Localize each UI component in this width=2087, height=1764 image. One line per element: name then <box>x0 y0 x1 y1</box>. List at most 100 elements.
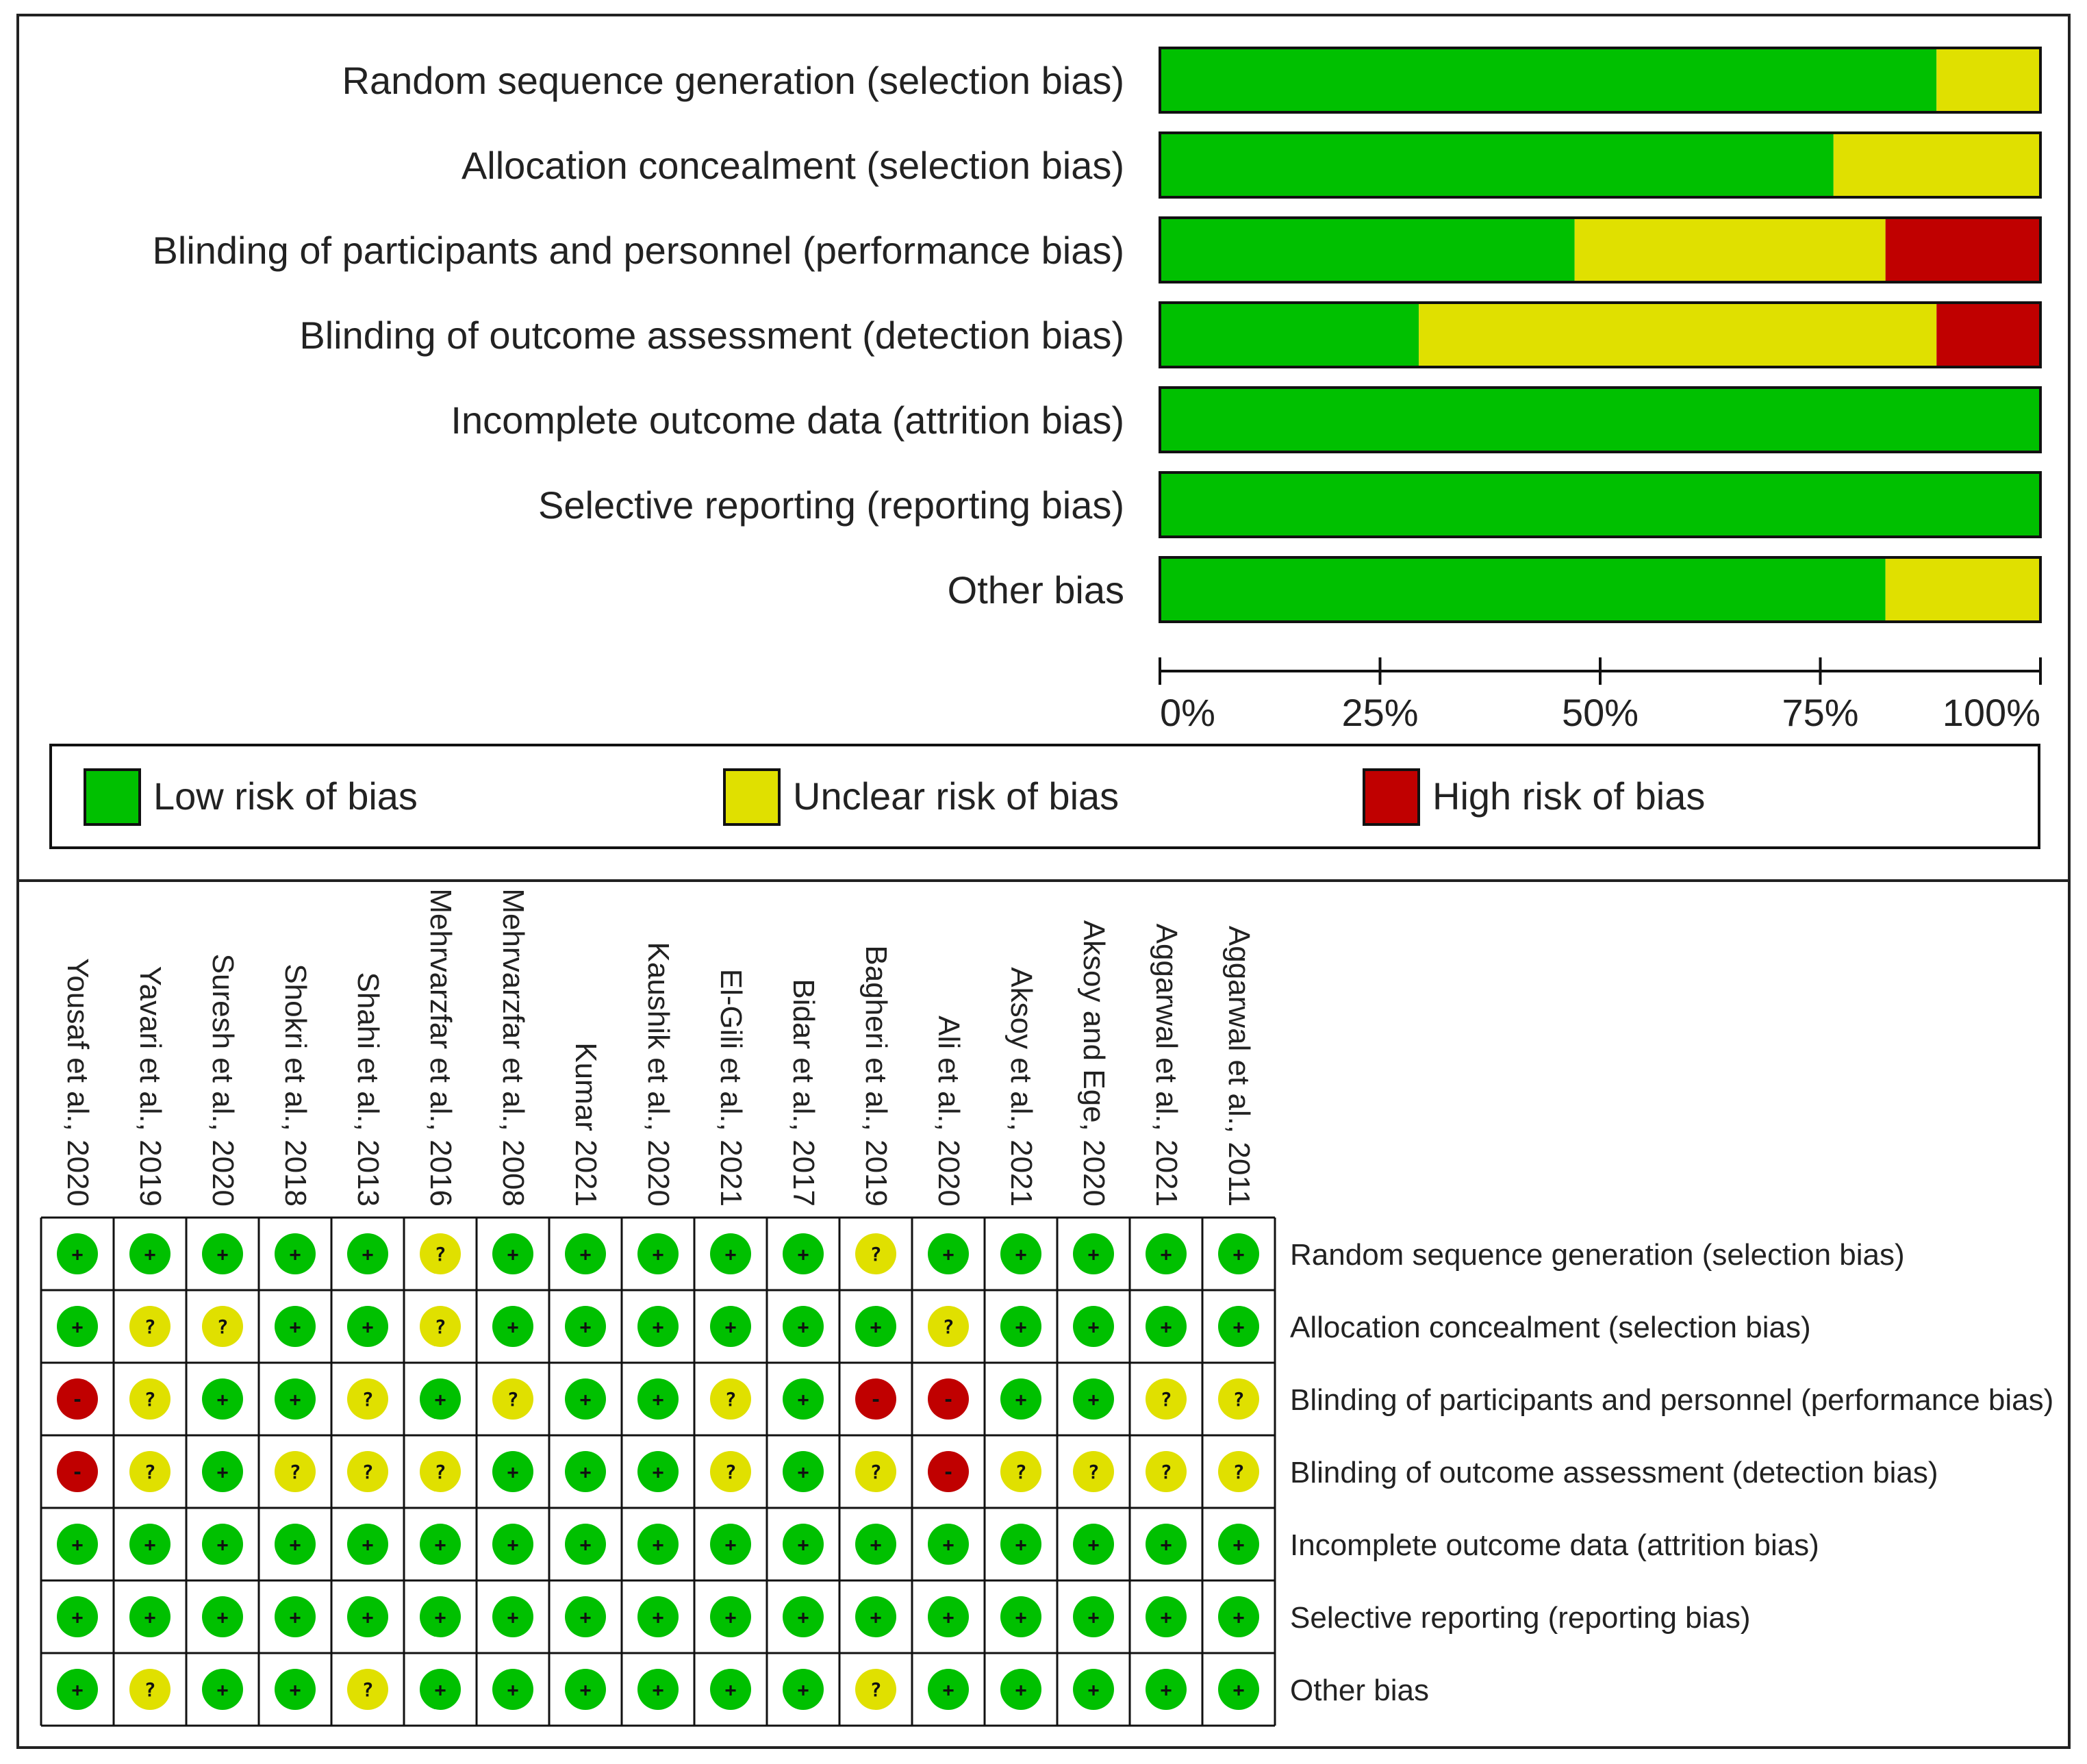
judgement-symbol: + <box>217 1606 229 1628</box>
bar-outline <box>1159 301 2042 368</box>
domain-label: Other bias <box>1290 1674 1429 1707</box>
judgement-low <box>1000 1233 1041 1274</box>
judgement-unclear <box>129 1669 170 1710</box>
judgement-low <box>1000 1306 1041 1347</box>
judgement-low <box>202 1378 243 1420</box>
axis-tick-label: 0% <box>1160 691 1215 734</box>
judgement-low <box>420 1596 461 1637</box>
judgement-low <box>347 1524 388 1565</box>
bar-category-label: Blinding of outcome assessment (detectio… <box>299 314 1124 357</box>
domain-label: Allocation concealment (selection bias) <box>1290 1311 1811 1344</box>
judgement-low <box>57 1233 98 1274</box>
judgement-symbol: ? <box>435 1461 446 1483</box>
judgement-symbol: - <box>72 1388 84 1411</box>
bar-segment-unclear <box>1833 133 2040 197</box>
judgement-low <box>57 1306 98 1347</box>
judgement-unclear <box>1146 1378 1187 1420</box>
study-label: Ali et al., 2020 <box>932 1016 965 1207</box>
judgement-symbol: + <box>1015 1533 1027 1556</box>
study-label: Mehrvarzfar et al., 2008 <box>496 888 530 1207</box>
judgement-unclear <box>420 1306 461 1347</box>
judgement-symbol: + <box>580 1606 592 1628</box>
judgement-symbol: + <box>217 1243 229 1265</box>
judgement-low <box>855 1596 896 1637</box>
domain-label: Incomplete outcome data (attrition bias) <box>1290 1528 1819 1562</box>
judgement-symbol: ? <box>1233 1461 1245 1483</box>
study-label: Suresh et al., 2020 <box>206 954 240 1207</box>
judgement-low <box>855 1524 896 1565</box>
judgement-unclear <box>129 1378 170 1420</box>
judgement-low <box>710 1596 751 1637</box>
judgement-symbol: + <box>217 1678 229 1701</box>
judgement-low <box>637 1233 679 1274</box>
judgement-symbol: + <box>1088 1678 1100 1701</box>
judgement-symbol: + <box>1233 1315 1245 1338</box>
judgement-symbol: + <box>290 1243 301 1265</box>
judgement-low <box>783 1233 824 1274</box>
judgement-symbol: ? <box>217 1315 229 1338</box>
judgement-symbol: + <box>1015 1243 1027 1265</box>
judgement-symbol: ? <box>1015 1461 1027 1483</box>
judgement-low <box>420 1524 461 1565</box>
judgement-low <box>565 1669 606 1710</box>
judgement-unclear <box>420 1233 461 1274</box>
judgement-symbol: + <box>72 1678 84 1701</box>
judgement-low <box>492 1233 533 1274</box>
judgement-symbol: ? <box>1161 1388 1172 1411</box>
judgement-low <box>1146 1233 1187 1274</box>
bar-outline <box>1159 131 2042 199</box>
legend-swatch-low <box>84 768 141 826</box>
judgement-symbol: + <box>290 1315 301 1338</box>
bar-segment-low <box>1160 303 1419 367</box>
bar-category-label: Selective reporting (reporting bias) <box>538 483 1124 527</box>
study-label: Aggarwal et al., 2021 <box>1150 924 1183 1207</box>
judgement-unclear <box>347 1451 388 1492</box>
judgement-symbol: + <box>653 1606 664 1628</box>
judgement-symbol: + <box>1015 1606 1027 1628</box>
judgement-low <box>1218 1524 1259 1565</box>
judgement-symbol: + <box>725 1678 737 1701</box>
judgement-symbol: + <box>1161 1678 1172 1701</box>
judgement-low <box>1218 1596 1259 1637</box>
axis-tick-label: 100% <box>1943 691 2040 734</box>
percent-axis: 0% 25% 50% 75% 100% <box>1159 657 2042 734</box>
domain-label: Blinding of participants and personnel (… <box>1290 1383 2053 1417</box>
judgement-symbol: - <box>943 1388 954 1411</box>
judgement-low <box>1000 1596 1041 1637</box>
judgement-symbol: + <box>144 1606 156 1628</box>
judgement-low <box>420 1669 461 1710</box>
study-label: Shahi et al., 2013 <box>351 972 385 1207</box>
judgement-unclear <box>420 1451 461 1492</box>
judgement-symbol: + <box>290 1606 301 1628</box>
judgement-low <box>783 1378 824 1420</box>
judgement-low <box>1146 1669 1187 1710</box>
judgement-symbol: ? <box>362 1678 374 1701</box>
bar-outline <box>1159 216 2042 284</box>
bar-category-label: Incomplete outcome data (attrition bias) <box>451 399 1124 442</box>
judgement-symbol: + <box>580 1678 592 1701</box>
judgement-low <box>492 1306 533 1347</box>
judgement-low <box>57 1524 98 1565</box>
judgement-low <box>492 1524 533 1565</box>
judgement-low <box>1073 1306 1114 1347</box>
judgement-symbol: + <box>507 1243 519 1265</box>
judgement-low <box>565 1233 606 1274</box>
judgement-symbol: + <box>580 1461 592 1483</box>
judgement-symbol: ? <box>1161 1461 1172 1483</box>
judgement-symbol: + <box>1088 1243 1100 1265</box>
bar-segment-high <box>1885 218 2040 282</box>
bar-segment-unclear <box>1885 557 2040 622</box>
judgement-symbol: + <box>1233 1533 1245 1556</box>
judgement-high <box>57 1378 98 1420</box>
judgement-unclear <box>855 1669 896 1710</box>
judgement-symbol: - <box>943 1461 954 1483</box>
axis-tick-label: 50% <box>1562 691 1639 734</box>
judgement-low <box>1073 1524 1114 1565</box>
judgement-low <box>1000 1669 1041 1710</box>
judgement-symbol: ? <box>290 1461 301 1483</box>
judgement-symbol: + <box>507 1606 519 1628</box>
judgement-symbol: + <box>1088 1606 1100 1628</box>
judgement-symbol: + <box>870 1606 882 1628</box>
judgement-symbol: ? <box>144 1678 156 1701</box>
judgement-symbol: ? <box>144 1388 156 1411</box>
